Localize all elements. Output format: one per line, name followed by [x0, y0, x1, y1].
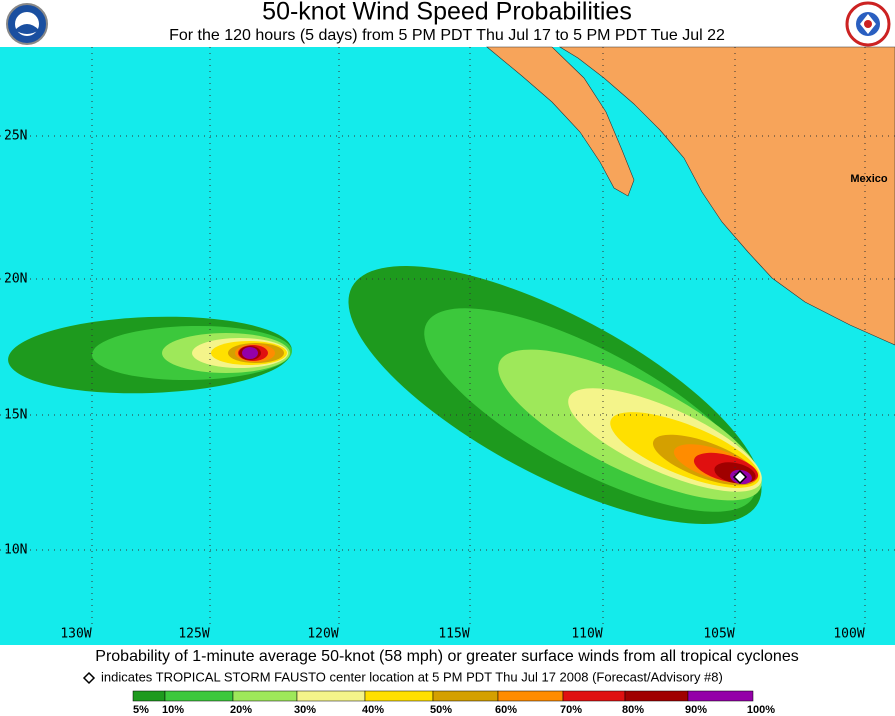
legend-swatch	[687, 690, 754, 702]
noaa-logo	[6, 3, 48, 45]
caption: Probability of 1-minute average 50-knot …	[95, 648, 798, 665]
note-symbol	[82, 671, 96, 685]
map: 25N 20N 15N 10N 130W 125W 120W 115W 110W 105W 100W…	[0, 46, 895, 645]
mainland	[558, 46, 895, 346]
legend-swatch	[164, 690, 234, 702]
legend-label: 60%	[495, 704, 517, 716]
baja-peninsula	[486, 46, 635, 197]
legend-swatch	[296, 690, 366, 702]
storm-center	[732, 469, 748, 485]
nws-logo	[845, 1, 891, 47]
legend-label: 70%	[560, 704, 582, 716]
title: 50-knot Wind Speed Probabilities	[262, 0, 632, 26]
lat-label: 25N	[4, 129, 27, 144]
lon-label: 105W	[703, 627, 734, 642]
lat-label: 10N	[4, 543, 27, 558]
note: indicates TROPICAL STORM FAUSTO center l…	[101, 669, 723, 684]
legend-label: 100%	[747, 704, 775, 716]
place-label: Mexico	[850, 173, 888, 185]
legend-swatch	[562, 690, 626, 702]
probability-contours	[8, 265, 762, 525]
lon-label: 120W	[307, 627, 338, 642]
lon-label: 110W	[571, 627, 602, 642]
legend-swatch	[624, 690, 689, 702]
legend-label: 50%	[430, 704, 452, 716]
legend-swatch	[432, 690, 499, 702]
legend-swatch	[364, 690, 434, 702]
legend-label: 80%	[622, 704, 644, 716]
legend-swatch	[132, 690, 166, 702]
legend-swatch	[232, 690, 298, 702]
lon-label: 100W	[833, 627, 864, 642]
legend-label: 5%	[133, 704, 149, 716]
legend-label: 10%	[162, 704, 184, 716]
legend: 5% 10% 20% 30% 40% 50% 60% 70% 80% 90% 100%	[132, 690, 775, 716]
lon-label: 125W	[178, 627, 209, 642]
graticule: 25N 20N 15N 10N 130W 125W 120W 115W 110W 105W 100W	[0, 47, 895, 642]
lat-label: 20N	[4, 272, 27, 287]
lat-label: 15N	[4, 408, 27, 423]
legend-label: 30%	[294, 704, 316, 716]
legend-label: 90%	[685, 704, 707, 716]
subtitle: For the 120 hours (5 days) from 5 PM PDT…	[169, 27, 725, 44]
legend-swatch	[497, 690, 564, 702]
legend-label: 20%	[230, 704, 252, 716]
contour	[242, 347, 258, 359]
legend-label: 40%	[362, 704, 384, 716]
lon-label: 115W	[438, 627, 469, 642]
lon-label: 130W	[60, 627, 91, 642]
